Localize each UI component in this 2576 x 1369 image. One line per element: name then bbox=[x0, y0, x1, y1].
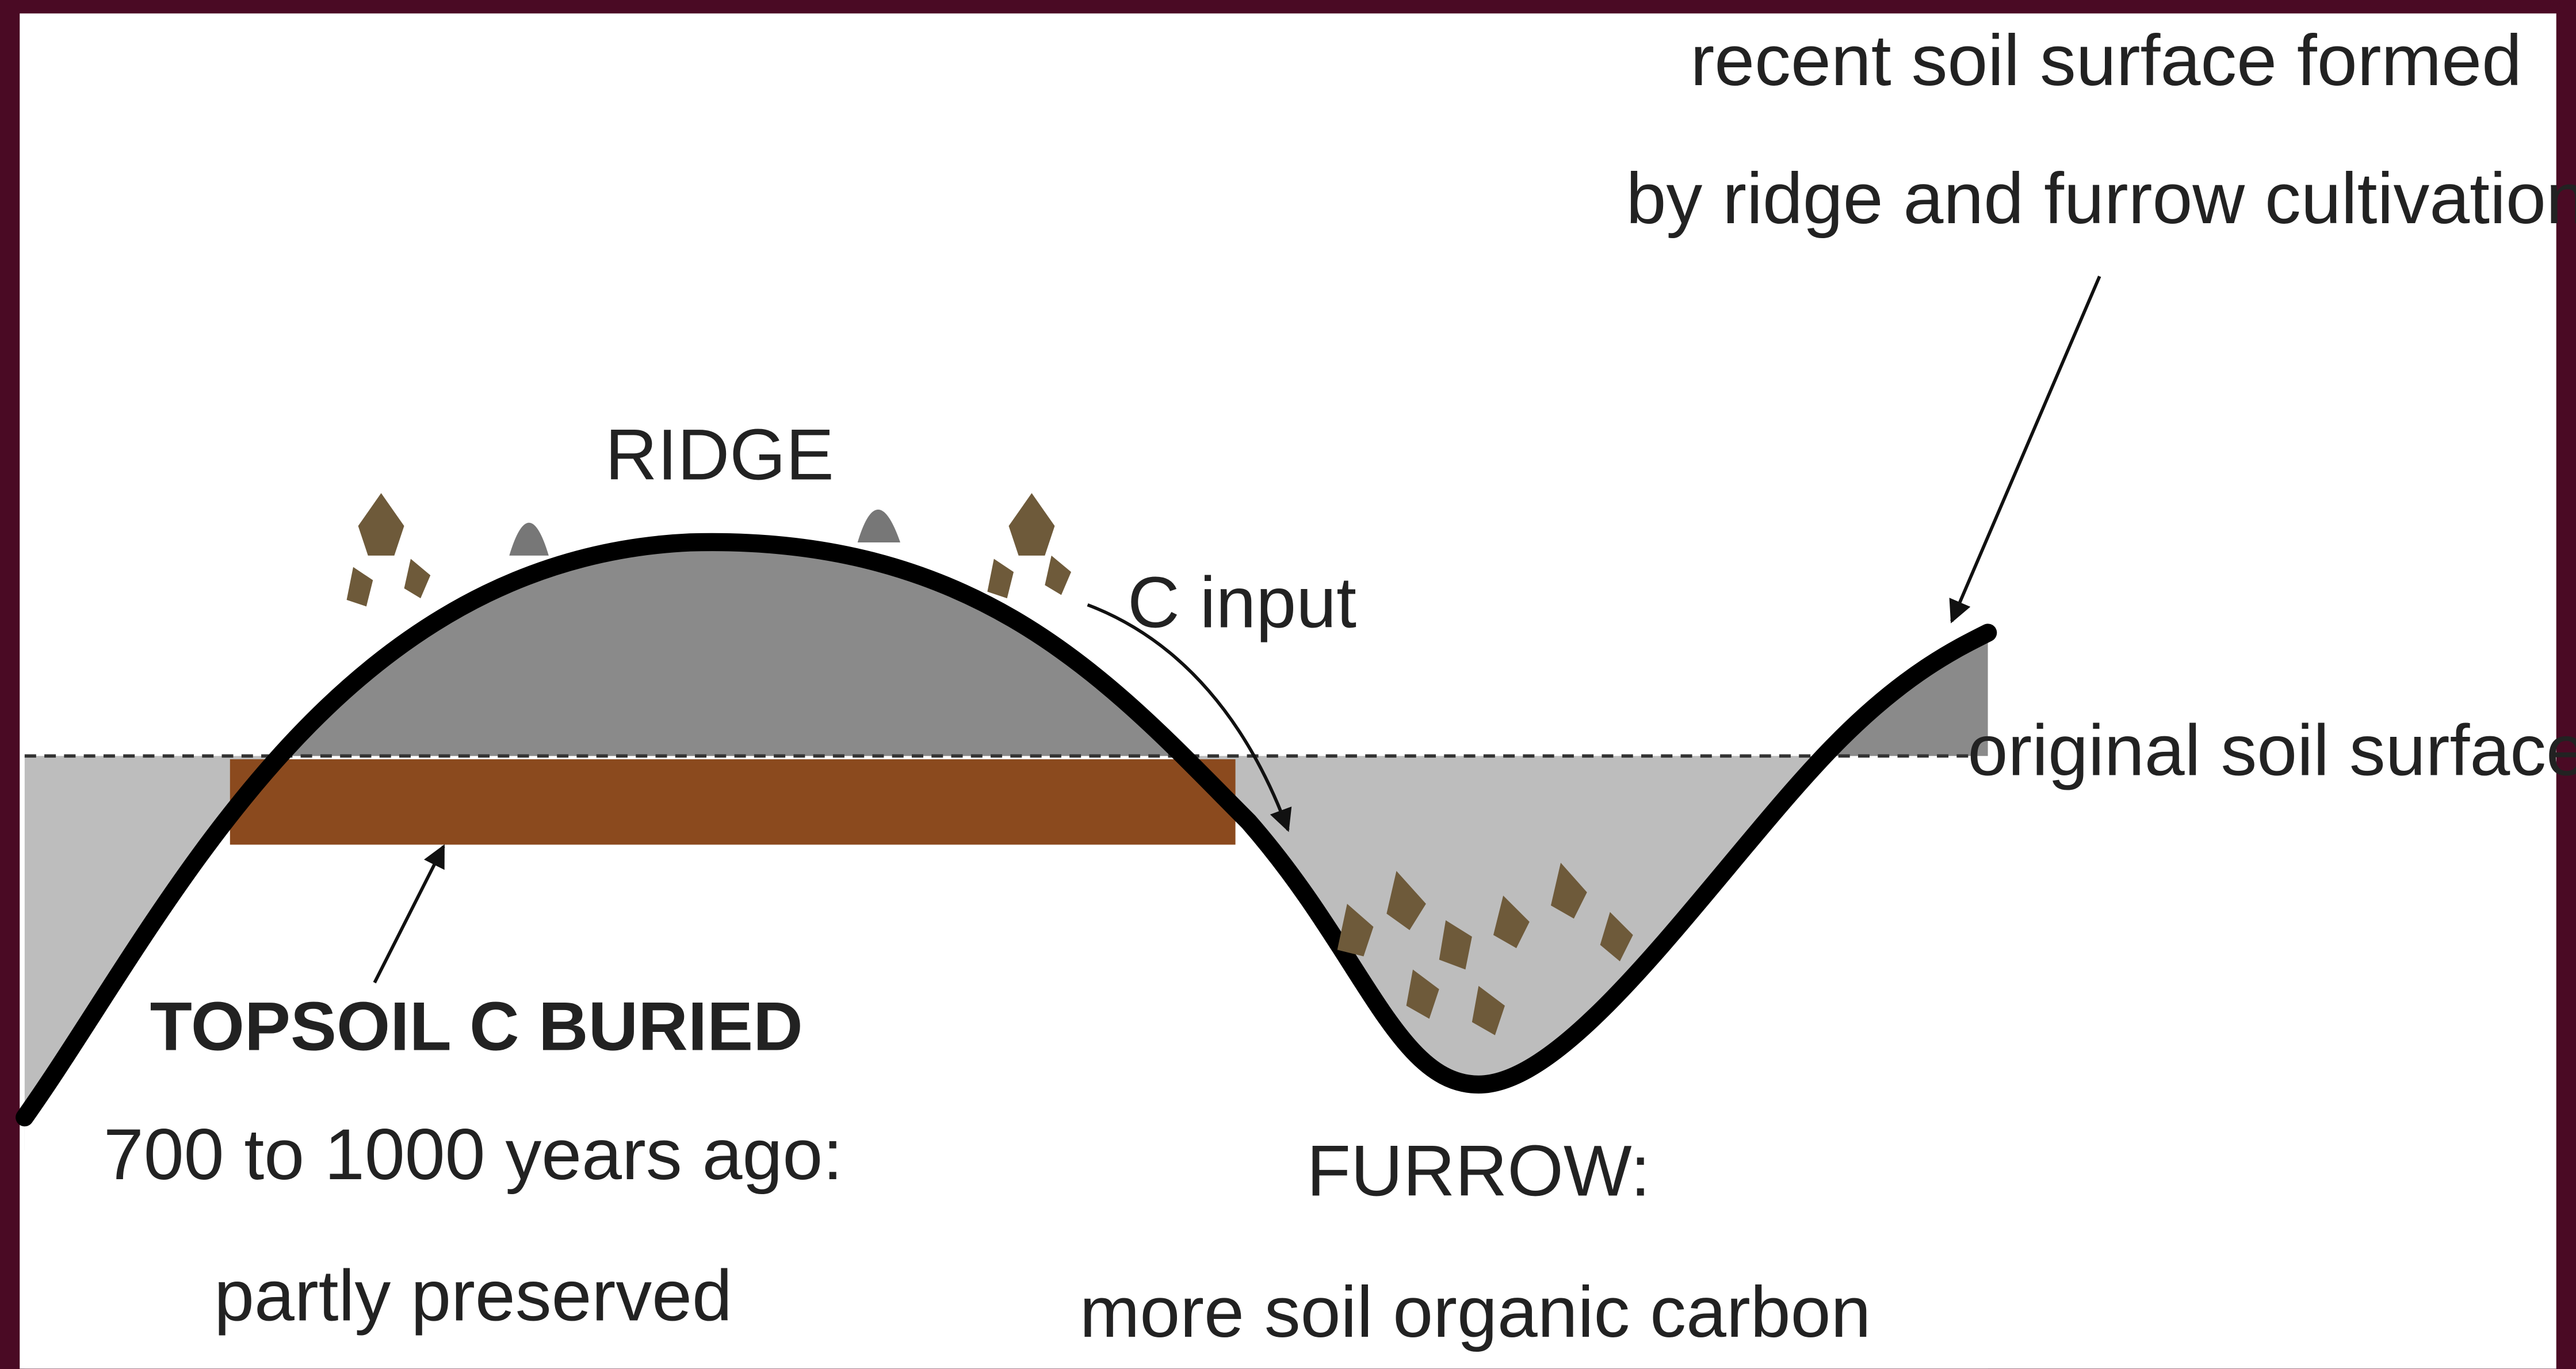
label-c-input: C input bbox=[1128, 561, 1356, 643]
label-original-surface: original soil surface bbox=[1968, 709, 2576, 790]
label-recent-1: recent soil surface formed bbox=[1690, 20, 2521, 101]
label-furrow-1: FURROW: bbox=[1306, 1130, 1650, 1211]
label-topsoil-3: partly preserved bbox=[214, 1255, 732, 1336]
diagram: recent soil surface formed by ridge and … bbox=[0, 0, 2576, 1369]
buried-topsoil bbox=[230, 759, 1236, 845]
label-ridge: RIDGE bbox=[605, 414, 834, 495]
page: recent soil surface formed by ridge and … bbox=[0, 0, 2576, 1369]
label-topsoil-1: TOPSOIL C BURIED bbox=[150, 988, 803, 1065]
label-furrow-2: more soil organic carbon bbox=[1080, 1271, 1871, 1352]
label-recent-2: by ridge and furrow cultivation bbox=[1626, 158, 2576, 239]
label-topsoil-2: 700 to 1000 years ago: bbox=[104, 1114, 843, 1195]
